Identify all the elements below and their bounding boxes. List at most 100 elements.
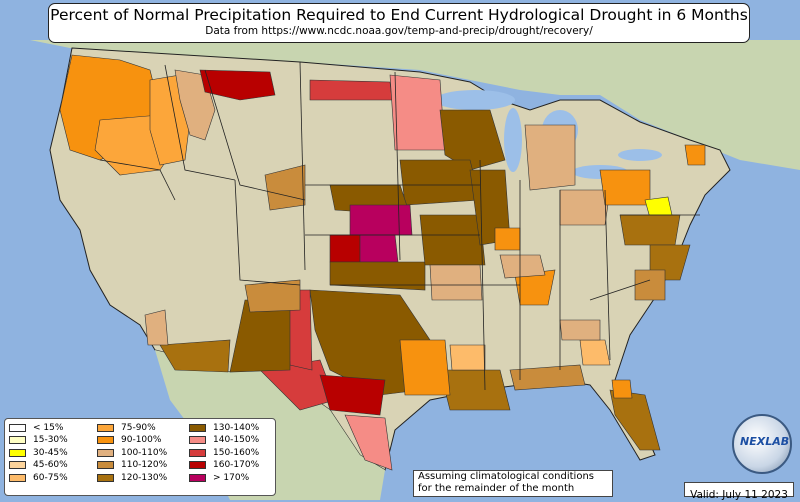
legend-label: 75-90% [121,423,156,433]
canada-land [30,40,800,170]
legend-item: 160-170% [189,459,259,471]
region-east-texas [399,339,451,396]
legend-swatch [189,461,206,470]
legend-label: 150-160% [213,447,260,458]
region-missouri [419,214,486,266]
assumption-note: Assuming climatological conditions for t… [413,470,613,497]
legend-swatch [189,473,206,482]
legend-item: 140-150% [189,434,259,446]
legend-item: > 170% [189,472,259,484]
region-kansas-north [329,234,361,263]
legend-swatch [97,424,114,432]
region-indiana [494,227,521,251]
note-line-1: Assuming climatological conditions [418,471,594,482]
legend-swatch [97,436,114,445]
region-minnesota [389,74,446,151]
legend-label: 110-120% [121,460,168,471]
legend-swatch [9,436,26,445]
valid-date: Valid: July 11 2023 [690,489,788,501]
region-oklahoma [329,261,426,291]
region-arizona-south [159,339,231,373]
title-box: Percent of Normal Precipitation Required… [48,3,750,43]
region-virginia [619,214,681,246]
legend-column-3: 130-140% 140-150% 150-160% 160-170% > 17… [189,422,259,484]
lake-michigan [504,108,522,172]
note-line-2: for the remainder of the month [418,483,575,494]
legend-swatch [97,448,114,457]
region-texas-south [344,414,393,471]
region-wisconsin [439,109,506,171]
region-gulf-coast [509,364,586,391]
region-carolina-coast [634,269,666,301]
legend-item: 45-60% [9,459,68,471]
legend-swatch [97,461,114,470]
drought-regions [59,54,706,471]
region-texas-central [309,289,431,396]
legend-item: 110-120% [97,459,167,471]
legend-label: 45-60% [33,460,68,471]
region-louisiana [439,369,511,411]
lake-superior [435,90,515,110]
region-ohio [559,189,611,226]
legend-item: 60-75% [9,472,68,484]
legend-swatch [9,461,26,470]
region-wyoming [264,164,306,211]
legend-label: 90-100% [121,435,162,446]
legend-swatch [189,436,206,445]
legend-label: 15-30% [33,435,68,446]
legend-swatch [9,473,26,482]
legend: < 15% 15-30% 30-45% 45-60% 60-75% 75-90%… [4,418,276,496]
legend-label: 30-45% [33,447,68,458]
legend-label: < 15% [33,423,64,433]
legend-label: 160-170% [213,460,260,471]
legend-column-1: < 15% 15-30% 30-45% 45-60% 60-75% [9,422,68,484]
legend-item: 15-30% [9,434,68,446]
region-nebraska-south [349,204,413,236]
legend-item: 75-90% [97,422,167,434]
map-title: Percent of Normal Precipitation Required… [50,6,748,24]
region-arkansas [429,264,483,301]
region-iowa [399,159,481,206]
region-florida-orange [611,379,633,399]
region-montana-north [199,69,276,101]
state-borders [99,61,700,391]
valid-date-box: Valid: July 11 2023 [684,482,794,501]
region-michigan [524,124,576,191]
region-texas-center-red [319,374,386,416]
region-utah-sw [144,309,169,346]
region-pennsylvania [599,169,651,206]
legend-item: 130-140% [189,422,259,434]
legend-label: 100-110% [121,447,168,458]
legend-swatch [97,473,114,482]
legend-swatch [9,448,26,457]
region-georgia [579,339,611,366]
legend-item: 100-110% [97,447,167,459]
legend-swatch [189,424,206,432]
region-mississippi [449,344,486,371]
region-tennessee [499,254,546,279]
region-florida [609,389,661,451]
nexlab-logo: NEXLAB [732,414,792,474]
region-new-england [684,144,706,166]
legend-item: 90-100% [97,434,167,446]
region-alabama [559,319,601,341]
legend-item: 120-130% [97,472,167,484]
legend-label: 140-150% [213,435,260,446]
legend-swatch [9,424,26,432]
legend-label: > 170% [213,472,250,483]
region-kansas [359,234,399,263]
legend-item: 30-45% [9,447,68,459]
legend-item: 150-160% [189,447,259,459]
legend-label: 60-75% [33,472,68,483]
region-colorado-west [244,279,301,313]
legend-swatch [189,448,206,457]
map-subtitle: Data from https://www.ncdc.noaa.gov/temp… [205,25,593,37]
legend-label: 130-140% [213,423,260,433]
legend-item: < 15% [9,422,68,434]
logo-text: NEXLAB [740,435,790,448]
legend-label: 120-130% [121,472,168,483]
region-nd-north [309,79,393,101]
lake-ontario [618,149,662,161]
legend-column-2: 75-90% 90-100% 100-110% 110-120% 120-130… [97,422,167,484]
